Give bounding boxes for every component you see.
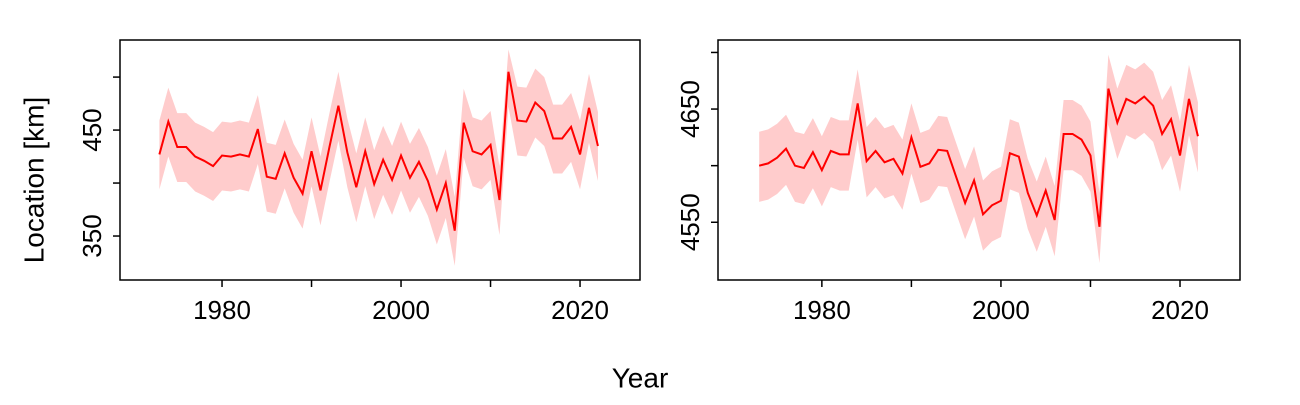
confidence-band	[159, 49, 598, 266]
y-tick-label: 4650	[675, 80, 705, 138]
x-tick-label: 2020	[551, 295, 609, 325]
plot-area	[758, 54, 1199, 264]
plot-frame	[119, 39, 641, 281]
plot-frame	[717, 39, 1241, 281]
y-axis-label: Location [km]	[18, 97, 49, 264]
x-tick-label: 2000	[372, 295, 430, 325]
plot-area	[158, 49, 599, 266]
y-tick-label: 350	[77, 214, 107, 257]
x-tick-label: 2020	[1151, 295, 1209, 325]
x-tick-label: 1980	[193, 295, 251, 325]
line	[758, 88, 1199, 227]
x-axis-label: Year	[612, 362, 669, 393]
confidence-band	[759, 54, 1198, 264]
y-tick-label: 4550	[675, 193, 705, 251]
line	[158, 71, 599, 231]
x-tick-label: 2000	[972, 295, 1030, 325]
y-tick-label: 450	[77, 108, 107, 151]
x-tick-label: 1980	[793, 295, 851, 325]
